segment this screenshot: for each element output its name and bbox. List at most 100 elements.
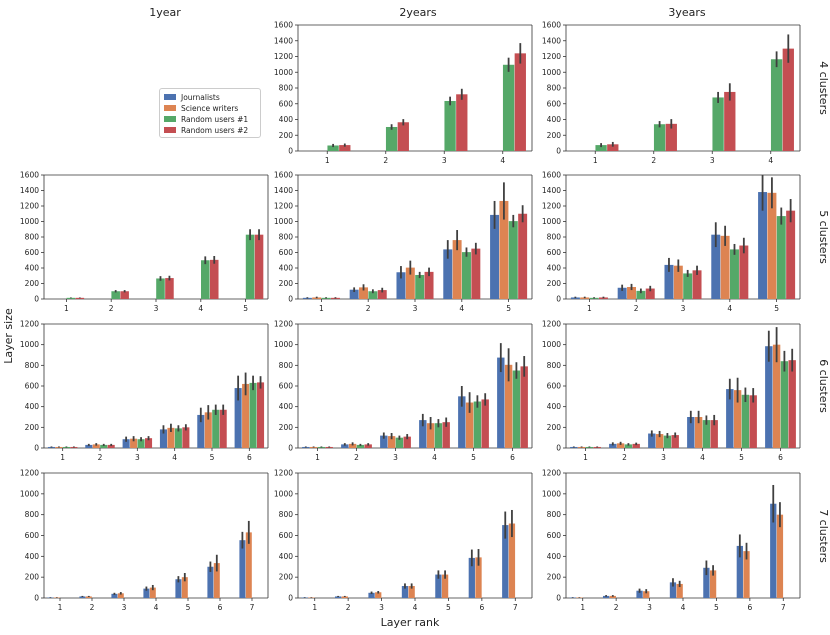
y-tick-label: 400 [547, 402, 562, 411]
legend-label-random-users-1: Random users #1 [181, 114, 249, 124]
bar-random-users-2-1 [75, 297, 85, 299]
panel-6-clusters-2years: 0 200 400 600 800 1000 1200 1 2 3 4 5 6 [274, 320, 533, 462]
bar-journalists-3 [648, 433, 656, 448]
y-tick-label: 200 [279, 573, 294, 582]
y-tick-label: 0 [556, 444, 561, 453]
bar-random-users-2-3 [403, 436, 411, 448]
y-tick-label: 200 [547, 279, 562, 288]
x-tick-label: 1 [312, 603, 317, 612]
y-tick-label: 1000 [274, 489, 293, 498]
x-tick-label: 1 [580, 603, 585, 612]
y-tick-label: 1600 [542, 21, 561, 30]
bar-journalists-6 [497, 357, 505, 448]
bar-random-users-1-3 [444, 100, 456, 151]
bar-science-writers-6 [504, 364, 513, 448]
y-tick-label: 200 [279, 423, 294, 432]
x-tick-label: 4 [768, 156, 773, 165]
bar-journalists-6 [736, 545, 743, 598]
bar-random-users-1-5 [212, 409, 220, 448]
x-tick-label: 1 [325, 156, 330, 165]
panel-5-clusters-1year: 0 200 400 600 800 1000 1200 1400 1600 1 2 3 4 5 [20, 171, 269, 313]
bar-science-writers-7 [776, 514, 784, 598]
bar-science-writers-4 [408, 586, 415, 598]
bar-random-users-2-3 [424, 271, 434, 299]
col-title-2years: 2years [399, 6, 437, 19]
y-tick-label: 1600 [274, 21, 293, 30]
legend-label-journalists: Journalists [181, 92, 220, 102]
y-tick-label: 800 [547, 233, 562, 242]
row-title-7-clusters: 7 clusters [817, 509, 830, 563]
y-tick-label: 800 [279, 510, 294, 519]
bar-science-writers-3 [117, 593, 124, 598]
y-tick-label: 200 [547, 131, 562, 140]
x-tick-label: 4 [681, 603, 686, 612]
bar-random-users-1-1 [66, 297, 76, 299]
bar-science-writers-2 [616, 443, 625, 448]
x-tick-label: 5 [210, 453, 215, 462]
y-tick-label: 600 [25, 531, 40, 540]
bar-journalists-2 [85, 444, 93, 448]
legend-item-science-writers: Science writers [164, 103, 238, 113]
bar-random-users-2-2 [665, 123, 677, 151]
y-tick-label: 1200 [20, 202, 39, 211]
bar-random-users-1-4 [462, 252, 471, 299]
x-tick-label: 6 [247, 453, 252, 462]
bar-random-users-1-2 [385, 126, 398, 151]
x-tick-label: 1 [58, 603, 63, 612]
bar-random-users-1-4 [702, 420, 711, 448]
y-tick-label: 1000 [542, 217, 561, 226]
y-tick-label: 1200 [542, 469, 561, 478]
y-tick-label: 400 [279, 552, 294, 561]
x-tick-label: 7 [513, 603, 518, 612]
legend-label-science-writers: Science writers [181, 103, 239, 113]
bar-journalists-7 [770, 503, 777, 598]
x-tick-label: 1 [319, 304, 324, 313]
bar-random-users-2-5 [481, 399, 489, 448]
y-tick-label: 800 [279, 84, 294, 93]
bar-journalists-2 [349, 289, 359, 299]
bar-random-users-1-3 [395, 437, 404, 448]
bar-random-users-2-6 [257, 382, 265, 448]
bar-random-users-2-4 [442, 422, 450, 448]
bar-science-writers-2 [341, 596, 348, 598]
bar-random-users-2-3 [145, 438, 153, 448]
bar-random-users-2-3 [692, 270, 702, 299]
bar-science-writers-5 [441, 574, 449, 598]
bar-science-writers-2 [348, 443, 357, 448]
bar-random-users-1-5 [508, 221, 518, 299]
bar-random-users-1-3 [663, 435, 672, 448]
y-tick-label: 0 [34, 295, 39, 304]
bar-random-users-2-3 [165, 278, 174, 299]
bar-science-writers-2 [85, 596, 92, 598]
bar-random-users-1-5 [776, 216, 786, 299]
bar-science-writers-3 [375, 592, 382, 598]
bar-journalists-5 [435, 574, 442, 598]
bar-random-users-1-4 [434, 423, 443, 448]
legend-item-journalists: Journalists [164, 92, 220, 102]
bar-journalists-4 [419, 420, 427, 448]
bar-science-writers-3 [387, 436, 396, 448]
x-tick-label: 4 [432, 453, 437, 462]
y-tick-label: 800 [25, 233, 40, 242]
bar-random-users-1-4 [174, 428, 182, 448]
y-tick-label: 200 [25, 573, 40, 582]
bar-random-users-1-6 [249, 382, 257, 448]
y-tick-label: 1400 [274, 36, 293, 45]
bar-random-users-1-4 [770, 59, 783, 151]
y-tick-label: 200 [25, 279, 40, 288]
x-tick-label: 4 [700, 453, 705, 462]
bar-journalists-6 [765, 346, 773, 448]
y-tick-label: 1200 [274, 52, 293, 61]
bar-science-writers-3 [405, 267, 415, 299]
bar-random-users-2-5 [518, 213, 528, 299]
x-tick-label: 6 [479, 603, 484, 612]
x-tick-label: 3 [154, 304, 159, 313]
bar-science-writers-3 [130, 438, 138, 448]
bar-science-writers-5 [499, 200, 509, 299]
bar-science-writers-4 [426, 423, 435, 448]
y-tick-label: 1000 [274, 68, 293, 77]
bar-random-users-2-4 [182, 427, 190, 448]
x-tick-label: 2 [109, 304, 114, 313]
bar-random-users-2-5 [749, 395, 757, 448]
bar-journalists-5 [175, 579, 182, 598]
